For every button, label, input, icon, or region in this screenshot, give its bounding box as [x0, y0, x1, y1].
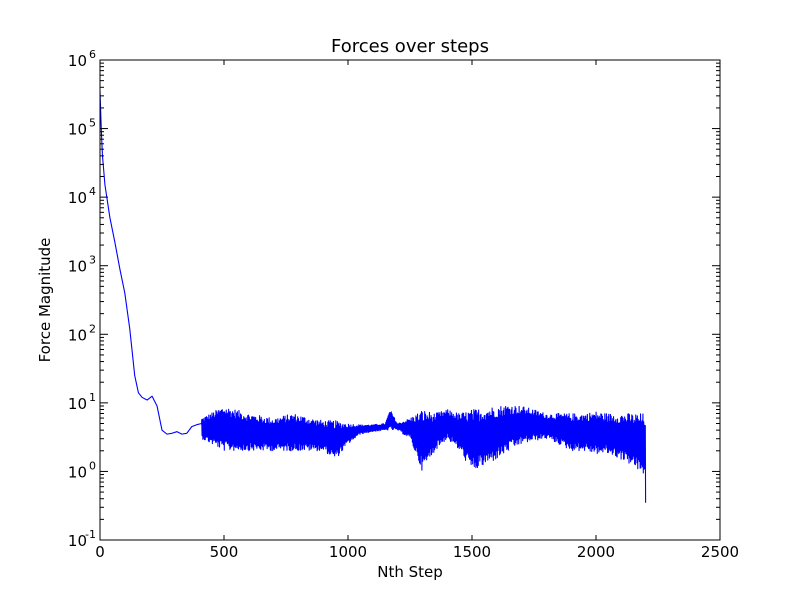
plot-area	[100, 91, 646, 502]
y-tick-label: 10	[68, 189, 87, 207]
y-axis-label: Force Magnitude	[36, 238, 54, 363]
x-tick-label: 1000	[329, 543, 367, 561]
y-tick-label: 10	[68, 326, 87, 344]
y-tick-exponent: 6	[89, 48, 96, 61]
y-tick-label: 10	[68, 258, 87, 276]
x-tick-label: 2500	[701, 543, 739, 561]
x-axis-label: Nth Step	[377, 563, 443, 581]
x-axis: 0 500 1000 1500 2000 2500	[95, 60, 739, 561]
y-tick-exponent: -1	[85, 528, 96, 541]
y-tick-label: 10	[68, 463, 87, 481]
y-tick-exponent: 3	[89, 254, 96, 267]
y-tick-exponent: 4	[89, 185, 96, 198]
x-tick-label: 0	[95, 543, 105, 561]
x-tick-label: 2000	[577, 543, 615, 561]
chart-title: Forces over steps	[331, 36, 489, 57]
y-tick-label: 10	[68, 52, 87, 70]
y-tick-exponent: 0	[89, 459, 96, 472]
y-tick-exponent: 2	[89, 322, 96, 335]
x-tick-label: 1500	[453, 543, 491, 561]
y-tick-label: 10	[68, 395, 87, 413]
series-line-force	[100, 91, 646, 502]
y-tick-exponent: 5	[89, 117, 96, 130]
y-tick-label: 10	[68, 121, 87, 139]
plot-frame	[100, 60, 720, 540]
x-tick-label: 500	[210, 543, 239, 561]
y-tick-exponent: 1	[89, 391, 96, 404]
